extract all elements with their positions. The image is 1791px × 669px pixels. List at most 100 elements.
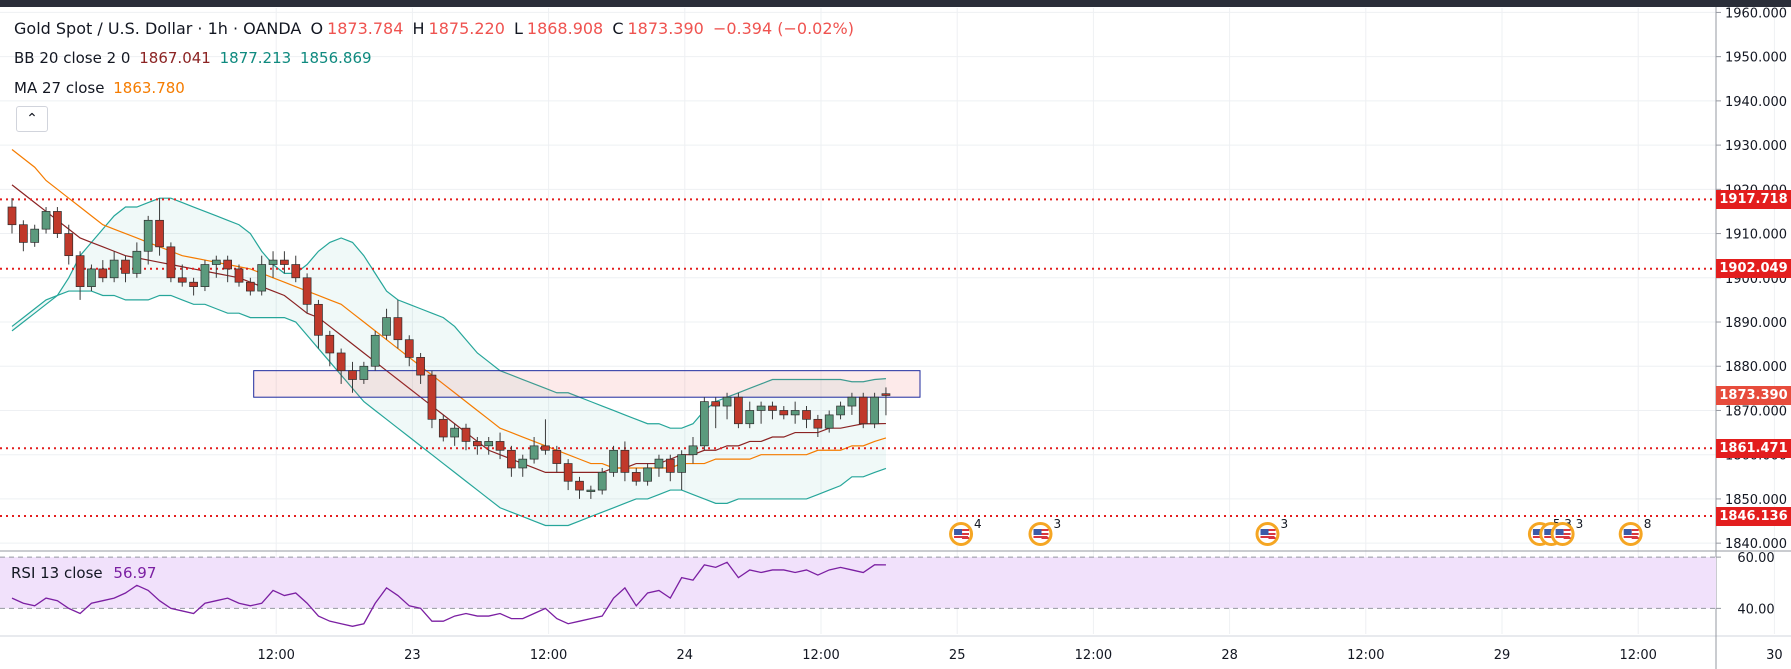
candle-body — [427, 374, 437, 420]
price-axis-label: 1870.000 — [1725, 404, 1787, 419]
rsi-pane — [0, 556, 1716, 627]
candle-body — [541, 445, 550, 451]
time-axis-label: 24 — [677, 648, 694, 663]
us-flag-stripe — [1260, 536, 1275, 538]
candle-body — [756, 405, 766, 411]
candle-body — [643, 467, 652, 482]
candle-body — [450, 427, 459, 438]
symbol-legend: Gold Spot / U.S. Dollar · 1h · OANDA O 18… — [14, 19, 858, 38]
candle-body — [155, 219, 164, 248]
candle-body — [836, 405, 845, 416]
us-flag-stripe — [1268, 529, 1276, 531]
candle-body — [529, 445, 539, 460]
rsi-band — [0, 557, 1716, 609]
candle-body — [53, 211, 62, 234]
candle-body — [98, 268, 108, 279]
bb-basis-value: 1867.041 — [139, 49, 211, 67]
candle-body — [779, 410, 789, 416]
candle-body — [234, 268, 244, 283]
ma-label: MA 27 close — [14, 79, 105, 97]
us-flag-icon[interactable]: 3 — [1550, 517, 1584, 546]
top-window-bar — [0, 0, 1791, 7]
event-count: 3 — [1576, 517, 1584, 531]
us-flag-stripe — [1631, 533, 1639, 535]
time-axis-label: 12:00 — [802, 648, 839, 663]
price-axis-label: 1940.000 — [1725, 95, 1787, 110]
low-label: L — [513, 19, 523, 38]
candle-body — [847, 396, 857, 407]
us-flag-icon[interactable]: 8 — [1618, 517, 1652, 546]
price-axis-label: 1850.000 — [1725, 493, 1787, 508]
candle-body — [802, 410, 811, 420]
price-axis[interactable]: 60.00 40.00 1960.000 1950.000 1940.000 1930.0… — [1716, 6, 1787, 617]
rsi-line — [11, 561, 886, 627]
level-price-tag[interactable]: 1917.718 — [1716, 189, 1791, 209]
candle-body — [824, 414, 834, 429]
time-axis-label: 23 — [404, 648, 421, 663]
level-price-tag[interactable]: 1861.471 — [1716, 438, 1791, 458]
bb-upper-value: 1877.213 — [219, 49, 292, 67]
time-axis-label: 12:00 — [257, 648, 294, 663]
bb-basis-line — [11, 184, 886, 473]
candle-body — [132, 250, 142, 274]
us-flag-canton — [1260, 529, 1269, 535]
candle-body — [461, 427, 471, 442]
us-flag-canton — [954, 529, 963, 535]
us-flag-stripe — [1631, 529, 1639, 531]
candle-body — [348, 370, 357, 380]
us-flag-canton — [1532, 529, 1541, 535]
price-axis-label: 1840.000 — [1725, 537, 1787, 552]
rsi-value: 56.97 — [113, 564, 157, 582]
horizontal-levels[interactable] — [0, 198, 1716, 518]
candle-body — [404, 339, 414, 358]
candle-body — [870, 396, 879, 425]
candle-body — [518, 458, 528, 469]
bb-lower-value: 1856.869 — [299, 49, 372, 67]
candle-body — [121, 259, 130, 274]
candle-body — [609, 449, 618, 473]
candle-body — [620, 449, 630, 473]
candle-body — [314, 303, 323, 336]
symbol-title[interactable]: Gold Spot / U.S. Dollar · 1h · OANDA — [14, 19, 302, 38]
candle-body — [745, 410, 755, 425]
current-price-tag[interactable]: 1873.390 — [1716, 385, 1791, 405]
high-value: 1875.220 — [428, 19, 505, 38]
candle-body — [87, 268, 96, 287]
candle-body — [768, 405, 777, 411]
candle-body — [438, 418, 448, 438]
candle-body — [325, 334, 335, 354]
level-price-tag[interactable]: 1846.136 — [1716, 506, 1791, 526]
price-axis-label: 1890.000 — [1725, 316, 1787, 331]
candle-body — [280, 259, 289, 265]
us-flag-canton — [1033, 529, 1042, 535]
time-axis[interactable]: 12:00 23 12:00 24 12:00 25 12:00 28 12:00 29 12:00… — [257, 648, 1782, 663]
candle-body — [109, 259, 119, 279]
us-flag-icon[interactable]: 4 — [949, 517, 982, 546]
bb-lower-line — [11, 290, 887, 527]
rsi-legend[interactable]: RSI 13 close 56.97 — [11, 564, 156, 582]
time-axis-label: 12:00 — [1619, 648, 1656, 663]
price-zone[interactable] — [253, 370, 921, 398]
collapse-legend-button[interactable]: ⌃ — [16, 106, 48, 132]
candle-body — [597, 472, 607, 491]
zone-rectangle[interactable] — [253, 370, 921, 398]
candle-body — [143, 219, 153, 252]
time-axis-label: 29 — [1494, 648, 1511, 663]
us-flag-stripe — [1623, 536, 1638, 538]
candle-body — [586, 489, 596, 492]
candle-body — [291, 264, 301, 279]
price-axis-label: 1950.000 — [1725, 51, 1787, 66]
candle-body — [677, 454, 687, 473]
us-flag-stripe — [962, 529, 970, 531]
level-price-tag[interactable]: 1902.049 — [1716, 259, 1791, 279]
open-label: O — [310, 19, 324, 38]
bb-legend[interactable]: BB 20 close 2 0 1867.041 1877.213 1856.8… — [14, 49, 376, 67]
rsi-axis-label: 40.00 — [1737, 602, 1774, 617]
us-flag-icon[interactable]: 3 — [1028, 517, 1062, 546]
candle-body — [41, 211, 51, 230]
candle-body — [382, 317, 391, 336]
us-flag-icon[interactable]: 3 — [1255, 517, 1289, 546]
ma-legend[interactable]: MA 27 close 1863.780 — [14, 79, 189, 97]
event-markers[interactable]: 4335338 — [949, 517, 1651, 546]
